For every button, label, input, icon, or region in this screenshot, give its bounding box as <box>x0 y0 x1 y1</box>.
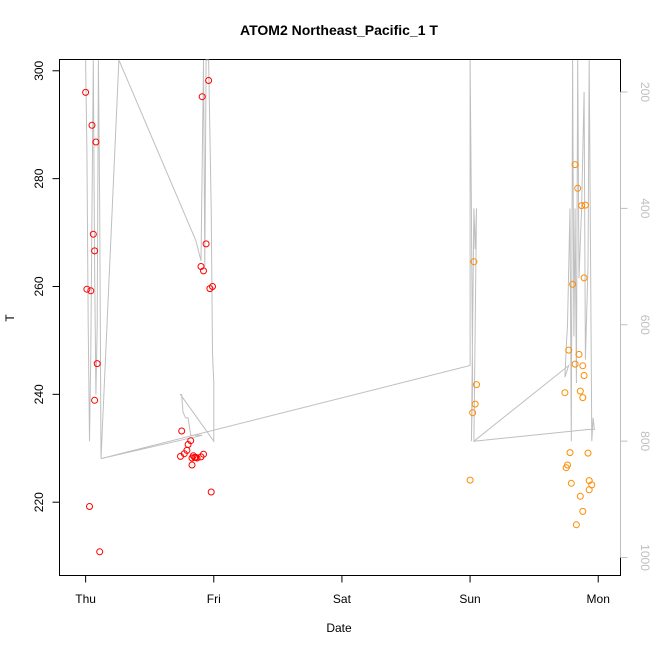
data-point <box>89 230 97 238</box>
data-point <box>469 409 477 417</box>
data-point <box>93 360 101 368</box>
right-axis: 200 400 600 800 1000 <box>620 82 650 571</box>
data-point <box>571 360 579 368</box>
data-point <box>198 93 206 101</box>
data-point <box>566 449 574 457</box>
right-tick-label: 400 <box>638 198 650 218</box>
data-point <box>86 503 93 510</box>
x-tick-label: Sun <box>459 592 480 606</box>
y-tick-label: 260 <box>32 276 46 296</box>
x-tick-label: Sat <box>333 592 352 606</box>
data-point <box>584 449 592 457</box>
data-point <box>470 258 478 266</box>
points-layer <box>82 77 596 556</box>
data-point <box>579 394 587 402</box>
data-point <box>580 274 588 282</box>
data-point <box>578 202 586 210</box>
data-point <box>579 362 587 370</box>
data-point <box>209 283 216 290</box>
data-point <box>579 507 587 515</box>
right-tick-label: 200 <box>638 82 650 102</box>
data-point <box>88 121 96 129</box>
data-point <box>188 461 196 469</box>
data-point <box>565 346 573 354</box>
depth-line-layer <box>85 59 595 460</box>
data-point <box>562 464 570 472</box>
data-point <box>193 454 201 462</box>
data-point <box>205 77 213 84</box>
data-point <box>200 450 207 458</box>
data-point <box>581 201 589 209</box>
x-axis: Thu Fri Sat Sun Mon <box>75 575 610 606</box>
y-tick-label: 220 <box>32 492 46 512</box>
data-point <box>471 400 479 408</box>
data-point <box>96 548 104 556</box>
data-point <box>202 240 210 248</box>
data-point <box>574 184 582 192</box>
data-point <box>569 280 577 288</box>
y-axis: 220 240 260 280 300 <box>32 60 60 512</box>
y-tick-label: 300 <box>32 60 46 80</box>
data-point <box>576 492 584 500</box>
data-point <box>87 287 95 295</box>
data-point <box>561 389 569 397</box>
data-point <box>200 267 207 275</box>
data-point <box>572 521 580 529</box>
right-tick-label: 1000 <box>638 544 650 571</box>
data-point <box>575 350 583 358</box>
y-axis-label: T <box>3 314 17 322</box>
data-point <box>83 285 91 293</box>
x-axis-label: Date <box>326 621 352 635</box>
x-tick-label: Mon <box>587 592 610 606</box>
data-point <box>567 479 575 487</box>
data-point <box>571 161 579 169</box>
data-point <box>178 427 186 435</box>
y-tick-label: 240 <box>32 384 46 404</box>
data-point <box>91 396 99 404</box>
data-point <box>580 372 588 379</box>
x-tick-label: Thu <box>75 592 96 606</box>
plot-frame <box>59 59 621 576</box>
depth-line <box>85 59 595 460</box>
data-point <box>576 387 584 395</box>
data-point <box>82 88 90 96</box>
data-point <box>473 381 480 389</box>
data-point <box>91 247 99 255</box>
right-tick-label: 800 <box>638 431 650 451</box>
data-point <box>92 138 100 146</box>
x-tick-label: Fri <box>207 592 221 606</box>
data-point <box>207 488 215 496</box>
data-point <box>585 486 593 494</box>
y-tick-label: 280 <box>32 168 46 188</box>
data-point <box>187 437 195 445</box>
right-tick-label: 600 <box>638 315 650 335</box>
data-point <box>466 476 474 484</box>
chart-title: ATOM2 Northeast_Pacific_1 T <box>240 22 438 38</box>
